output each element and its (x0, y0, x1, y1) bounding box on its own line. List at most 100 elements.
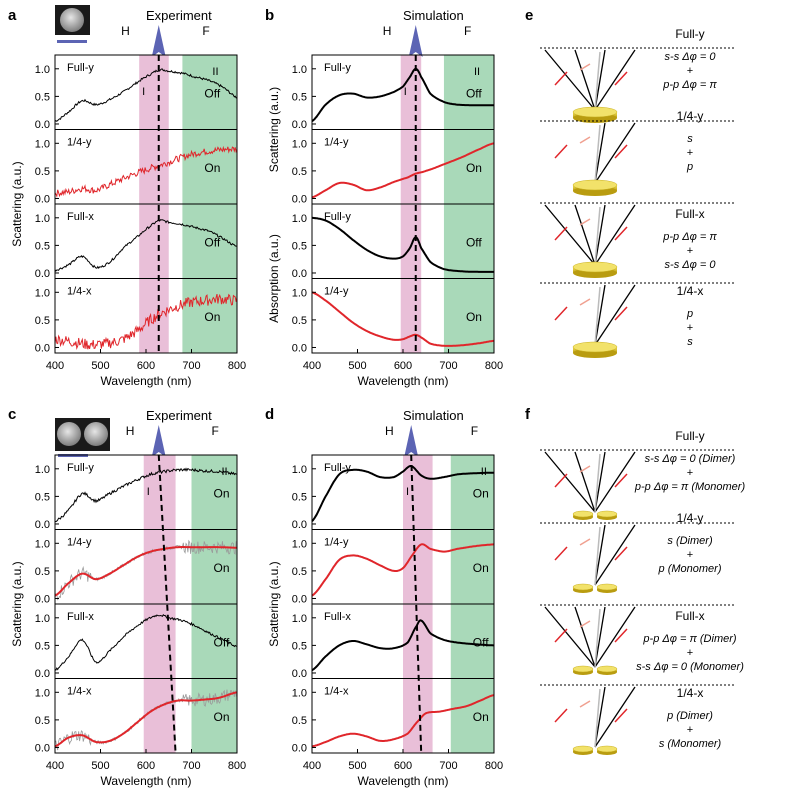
green-band (191, 678, 237, 753)
gray-ray (594, 526, 601, 586)
red-polarization-arrow (554, 306, 568, 321)
x-tick-label: 800 (228, 760, 246, 772)
y-tick-label: 0.0 (35, 268, 50, 280)
ray-line (574, 606, 596, 668)
diagram-line: + (687, 65, 693, 77)
series-name: Full-y (324, 462, 351, 474)
x-tick-label: 400 (46, 760, 64, 772)
y-tick-label: 1.0 (35, 687, 50, 699)
series-name: 1/4-y (324, 137, 349, 149)
diagram-title: 1/4-x (677, 284, 704, 298)
y-tick-label: 0.0 (35, 119, 50, 131)
diagram-line: + (687, 322, 693, 334)
y-tick-label: 1.0 (35, 213, 50, 225)
diagram-line: s (687, 336, 693, 348)
y-tick-label: 0.0 (292, 119, 307, 131)
series-status: Off (466, 235, 482, 249)
series-line (311, 142, 495, 199)
ray-line (574, 451, 596, 513)
diagram-title: 1/4-y (677, 109, 704, 123)
region-label-i: I (404, 86, 407, 98)
x-tick-label: 800 (485, 760, 503, 772)
red-polarization-arrow (614, 708, 628, 723)
excitation-arrow (404, 425, 419, 457)
gold-disc-top (596, 510, 618, 518)
red-polarization-arrow (554, 708, 568, 723)
diagram-title: 1/4-x (677, 686, 704, 700)
region-label-i: I (147, 486, 150, 498)
diagram-title: Full-y (675, 27, 704, 41)
green-band (450, 529, 494, 604)
series-status: Off (466, 86, 482, 100)
region-label-f: F (212, 424, 219, 438)
ray-line (594, 606, 636, 668)
y-tick-label: 1.0 (292, 613, 307, 625)
y-tick-label: 1.0 (35, 538, 50, 550)
series-status: On (204, 161, 220, 175)
y-tick-label: 0.0 (292, 668, 307, 680)
diagram-title: Full-x (675, 207, 704, 221)
pink-band (403, 529, 433, 604)
ray-line (544, 606, 596, 668)
ray-line (594, 686, 606, 748)
chart-title: Simulation (403, 8, 464, 23)
series-name: 1/4-y (67, 537, 92, 549)
panel-letter-c: c (8, 406, 16, 423)
y-tick-label: 1.0 (292, 464, 307, 476)
y-tick-label: 0.5 (35, 240, 50, 252)
y-tick-label: 0.5 (292, 715, 307, 727)
ray-line (544, 49, 596, 111)
chart-a: Experiment H F 0.0 0.5 1.0 Full-y Off 0.0 0.5 1.0 1… (10, 8, 246, 388)
pink-band (400, 129, 422, 204)
red-polarization-arrow (554, 473, 568, 488)
gray-ray (594, 608, 601, 668)
diagram-line: s (Monomer) (659, 738, 722, 750)
ray-line (594, 451, 606, 513)
y-tick-label: 0.5 (35, 715, 50, 727)
red-polarization-arrow (554, 546, 568, 561)
panel-letter-a: a (8, 7, 17, 24)
excitation-arrow (408, 25, 423, 57)
series-line (311, 291, 494, 347)
gold-disc-top (572, 261, 618, 273)
diagram-title: Full-x (675, 609, 704, 623)
ray-line (594, 524, 636, 586)
ray-line (594, 204, 636, 266)
region-label-h: H (385, 424, 394, 438)
ray-line (594, 284, 606, 346)
series-name: 1/4-y (324, 286, 349, 298)
diagram-line: s-s Δφ = 0 (665, 51, 717, 63)
gold-disc-top (572, 583, 594, 591)
pink-polarization-arrow (579, 63, 591, 71)
ray-line (594, 49, 606, 111)
region-label-f: F (464, 24, 471, 38)
series-line (54, 546, 237, 597)
x-tick-label: 700 (182, 760, 200, 772)
series-line (54, 293, 238, 350)
region-label-i: I (142, 86, 145, 98)
series-line (311, 216, 494, 273)
green-band (450, 678, 494, 753)
y-tick-label: 0.0 (35, 342, 50, 354)
ray-line (544, 451, 596, 513)
series-line (54, 467, 238, 523)
pink-band (143, 529, 176, 604)
series-name: 1/4-y (324, 537, 349, 549)
diagram-f: Full-y s-s Δφ = 0 (Dimer) + p-p Δφ = π (Mon… (540, 429, 745, 755)
red-polarization-arrow (554, 226, 568, 241)
series-line (54, 68, 238, 122)
y-tick-label: 0.0 (292, 193, 307, 205)
diagram-line: + (687, 467, 693, 479)
x-tick-label: 700 (182, 360, 200, 372)
pink-band (139, 204, 169, 279)
x-tick-label: 400 (303, 360, 321, 372)
chart-title: Experiment (146, 408, 212, 423)
ray-line (594, 686, 636, 748)
green-band (182, 278, 237, 353)
ray-line (594, 451, 636, 513)
sem-image-single (55, 5, 90, 43)
x-tick-label: 600 (394, 760, 412, 772)
y-tick-label: 0.0 (35, 193, 50, 205)
chart-c: Experiment H F 0.0 0.5 1.0 Full-y On 0.0 0.5 1.0 1/… (10, 408, 246, 788)
